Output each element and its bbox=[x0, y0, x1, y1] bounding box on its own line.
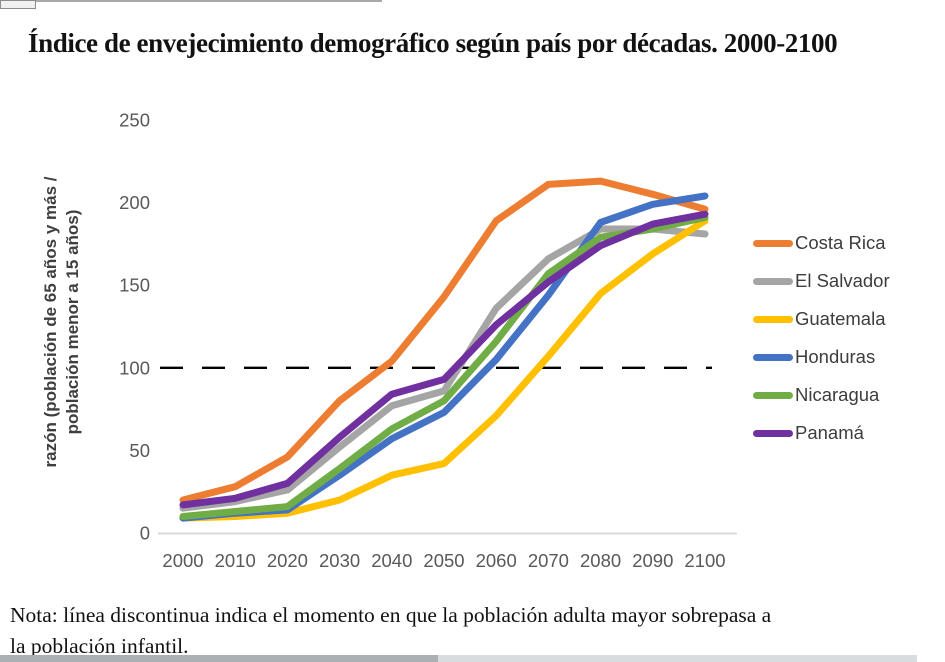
x-tick-label-2020: 2020 bbox=[267, 550, 308, 571]
y-tick-label-250: 250 bbox=[119, 110, 150, 131]
x-tick-label-2030: 2030 bbox=[319, 550, 360, 571]
legend-swatch-honduras bbox=[753, 353, 793, 361]
window-top-edge bbox=[0, 0, 382, 2]
y-tick-label-0: 0 bbox=[140, 523, 150, 544]
x-tick-label-2100: 2100 bbox=[684, 550, 725, 571]
x-tick-label-2060: 2060 bbox=[476, 550, 517, 571]
legend-swatch-guatemala bbox=[753, 315, 793, 323]
legend-item-panama: Panamá bbox=[753, 420, 890, 446]
legend-swatch-el-salvador bbox=[753, 277, 793, 285]
x-tick-label-2040: 2040 bbox=[371, 550, 412, 571]
y-tick-label-50: 50 bbox=[129, 440, 150, 461]
note-line2: la población infantil. bbox=[10, 634, 189, 659]
legend-label-panama: Panamá bbox=[795, 422, 864, 443]
horizontal-scrollbar-track[interactable] bbox=[0, 655, 917, 662]
x-tick-label-2080: 2080 bbox=[580, 550, 621, 571]
legend-label-guatemala: Guatemala bbox=[795, 308, 886, 329]
horizontal-scrollbar-thumb[interactable] bbox=[0, 655, 438, 662]
y-tick-label-100: 100 bbox=[119, 357, 150, 378]
series-line-costa-rica bbox=[179, 177, 709, 504]
x-tick-label-2000: 2000 bbox=[162, 550, 203, 571]
legend-item-nicaragua: Nicaragua bbox=[753, 382, 890, 408]
legend: Costa Rica El Salvador Guatemala Honduras Ni… bbox=[753, 230, 890, 458]
y-tick-label-200: 200 bbox=[119, 192, 150, 213]
legend-label-costa-rica: Costa Rica bbox=[795, 232, 886, 253]
y-tick-label-150: 150 bbox=[119, 275, 150, 296]
legend-item-guatemala: Guatemala bbox=[753, 306, 890, 332]
legend-label-el-salvador: El Salvador bbox=[795, 270, 890, 291]
chart-title: Índice de envejecimiento demográfico seg… bbox=[28, 28, 838, 58]
series-line-panama bbox=[179, 210, 709, 509]
legend-item-costa-rica: Costa Rica bbox=[753, 230, 890, 256]
x-tick-label-2050: 2050 bbox=[423, 550, 464, 571]
x-tick-label-2070: 2070 bbox=[528, 550, 569, 571]
legend-swatch-costa-rica bbox=[753, 239, 793, 247]
x-tick-label-2090: 2090 bbox=[632, 550, 673, 571]
legend-item-el-salvador: El Salvador bbox=[753, 268, 890, 294]
series-line-nicaragua bbox=[179, 214, 709, 520]
legend-item-honduras: Honduras bbox=[753, 344, 890, 370]
legend-label-honduras: Honduras bbox=[795, 346, 876, 367]
chart-note: Nota: línea discontinua indica el moment… bbox=[10, 600, 935, 662]
x-tick-label-2010: 2010 bbox=[215, 550, 256, 571]
legend-label-nicaragua: Nicaragua bbox=[795, 384, 880, 405]
note-line1: Nota: línea discontinua indica el moment… bbox=[10, 603, 772, 627]
series-line-el-salvador bbox=[179, 225, 709, 512]
legend-swatch-nicaragua bbox=[753, 391, 793, 399]
scrollbar-corner-button[interactable] bbox=[0, 0, 36, 9]
legend-swatch-panama bbox=[753, 429, 793, 437]
